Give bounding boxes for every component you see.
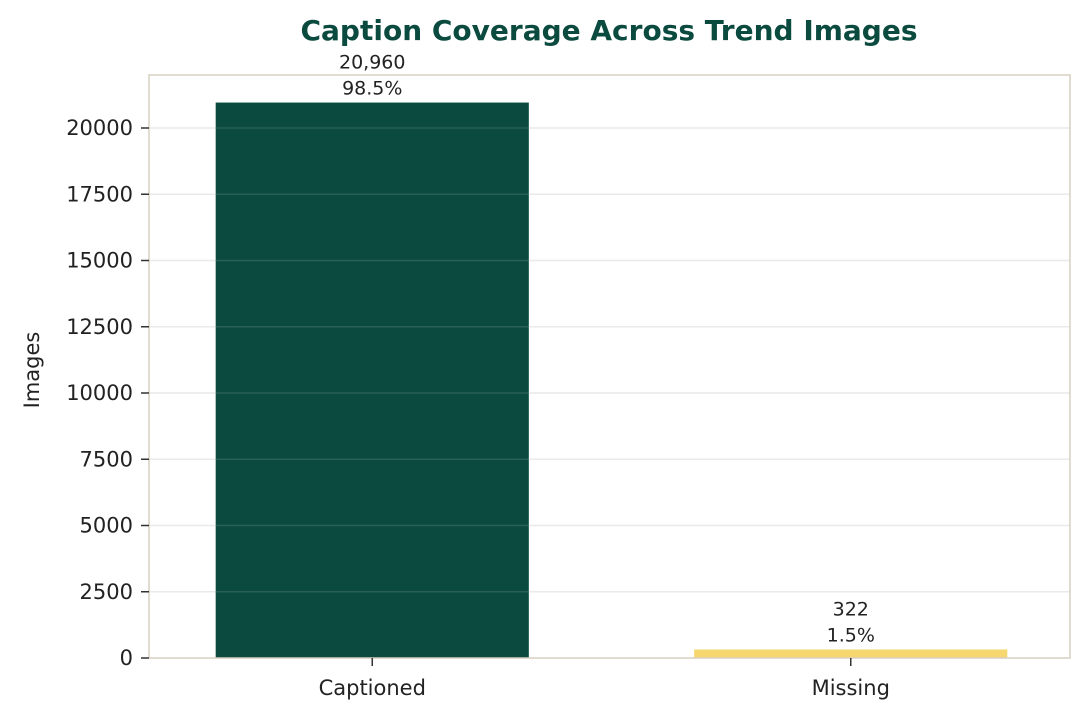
data-label-percent: 98.5% [342,78,402,100]
data-label-value: 20,960 [339,52,405,74]
data-label-percent: 1.5% [827,624,875,646]
y-axis-ticks: 0 2500 5000 7500 10000 12500 15000 17500 20000 [66,116,149,670]
y-tick-label: 10000 [66,381,133,405]
x-tick-label: Captioned [319,676,426,700]
data-labels: 20,960 98.5% 322 1.5% [339,52,875,647]
y-tick-label: 12500 [66,315,133,339]
y-tick-label: 15000 [66,249,133,273]
plot-frame [148,74,1071,659]
data-label-value: 322 [833,598,869,620]
x-axis-ticks: Captioned Missing [319,658,890,700]
y-tick-label: 7500 [80,447,133,471]
bars [149,102,1070,658]
x-tick-label: Missing [812,676,890,700]
bar-missing [694,649,1008,658]
y-tick-label: 20000 [66,116,133,140]
bar-captioned [215,102,529,658]
y-tick-label: 0 [120,646,133,670]
chart-title: Caption Coverage Across Trend Images [300,14,917,47]
y-tick-label: 17500 [66,182,133,206]
y-axis-label: Images [20,332,44,409]
y-tick-label: 2500 [80,580,133,604]
y-tick-label: 5000 [80,514,133,538]
